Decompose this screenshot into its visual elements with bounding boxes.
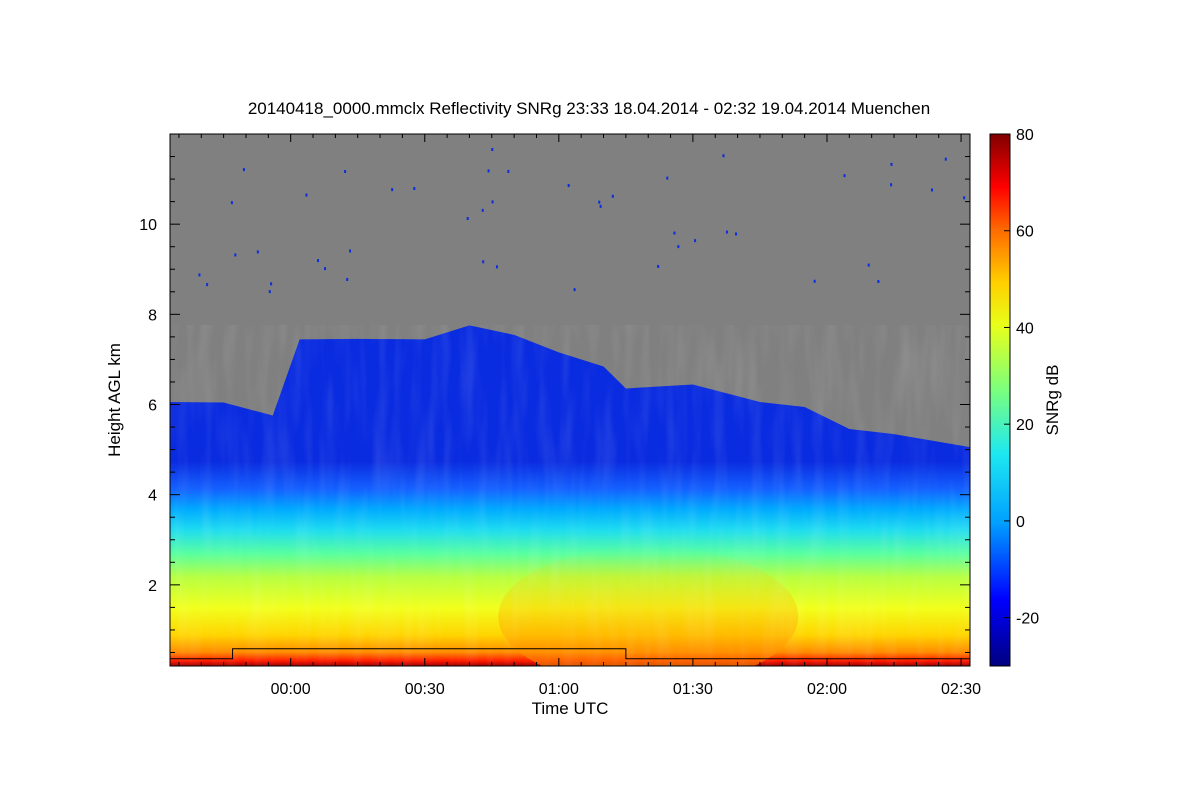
noise-speckle — [599, 204, 602, 208]
y-tick-label: 4 — [148, 488, 157, 505]
noise-speckle — [507, 169, 510, 173]
noise-speckle — [890, 162, 893, 166]
noise-speckles — [198, 148, 966, 294]
noise-speckle — [877, 279, 880, 283]
surface-band-outline — [170, 648, 970, 660]
colorbar-tick-label: 40 — [1016, 320, 1034, 337]
y-axis: 2 4 6 8 10 — [139, 133, 970, 653]
x-axis-label: Time UTC — [532, 699, 609, 718]
noise-speckle — [198, 273, 201, 277]
x-tick-label: 01:30 — [673, 681, 713, 698]
fallstreak-texture — [170, 325, 970, 666]
noise-speckle — [694, 239, 697, 243]
plot-frame — [169, 133, 971, 667]
noise-speckle — [567, 184, 570, 188]
noise-speckle — [268, 290, 271, 294]
colorbar-tick-label: -20 — [1016, 611, 1039, 628]
noise-speckle — [242, 168, 245, 172]
colorbar-tick-label: 60 — [1016, 224, 1034, 241]
noise-speckle — [890, 183, 893, 187]
noise-speckle — [611, 194, 614, 198]
x-tick-label: 00:30 — [405, 681, 445, 698]
noise-speckle — [725, 230, 728, 234]
y-tick-label: 10 — [139, 217, 157, 234]
noise-speckle — [230, 201, 233, 205]
noise-speckle — [206, 283, 209, 287]
noise-speckle — [482, 260, 485, 264]
noise-speckle — [735, 232, 738, 236]
noise-speckle — [722, 154, 725, 158]
colorbar-tick-label: 80 — [1016, 127, 1034, 144]
noise-speckle — [673, 231, 676, 235]
noise-speckle — [324, 267, 327, 271]
colorbar-ticks: -20 0 20 40 60 80 — [1004, 127, 1039, 628]
noise-speckle — [573, 288, 576, 292]
noise-speckle — [491, 200, 494, 204]
y-axis-label: Height AGL km — [105, 343, 124, 457]
noise-speckle — [270, 282, 273, 286]
x-tick-label: 02:00 — [807, 681, 847, 698]
noise-speckle — [391, 188, 394, 192]
plot-area — [170, 134, 970, 666]
noise-speckle — [598, 200, 601, 204]
noise-speckle — [466, 217, 469, 221]
noise-speckle — [944, 157, 947, 161]
noise-speckle — [481, 208, 484, 212]
noise-speckle — [349, 249, 352, 253]
colorbar-tick-label: 20 — [1016, 417, 1034, 434]
x-tick-label: 02:30 — [941, 681, 981, 698]
noise-speckle — [813, 279, 816, 283]
x-tick-label: 00:00 — [271, 681, 311, 698]
y-tick-label: 8 — [148, 307, 157, 324]
noise-speckle — [491, 148, 494, 152]
noise-speckle — [843, 174, 846, 178]
noise-speckle — [317, 259, 320, 263]
x-axis: 00:00 00:30 01:00 01:30 02:00 02:30 — [178, 134, 981, 698]
colorbar-label: SNRg dB — [1043, 365, 1062, 436]
noise-speckle — [666, 176, 669, 180]
noise-speckle — [413, 187, 416, 191]
noise-speckle — [677, 245, 680, 249]
chart-title: 20140418_0000.mmclx Reflectivity SNRg 23… — [248, 99, 930, 118]
colorbar-tick-label: 0 — [1016, 514, 1025, 531]
noise-speckle — [487, 169, 490, 173]
colorbar: -20 0 20 40 60 80 — [989, 127, 1039, 667]
noise-speckle — [344, 170, 347, 174]
colorbar-gradient — [989, 133, 1011, 667]
noise-speckle — [346, 277, 349, 281]
noise-speckle — [867, 263, 870, 267]
noise-speckle — [305, 193, 308, 197]
noise-speckle — [931, 188, 934, 192]
radar-echo-field — [170, 325, 970, 666]
x-tick-label: 01:00 — [539, 681, 579, 698]
noise-speckle — [963, 196, 966, 200]
y-tick-label: 6 — [148, 398, 157, 415]
noise-speckle — [256, 250, 259, 254]
noise-speckle — [495, 265, 498, 269]
y-tick-label: 2 — [148, 578, 157, 595]
noise-speckle — [234, 253, 237, 257]
noise-speckle — [657, 264, 660, 268]
